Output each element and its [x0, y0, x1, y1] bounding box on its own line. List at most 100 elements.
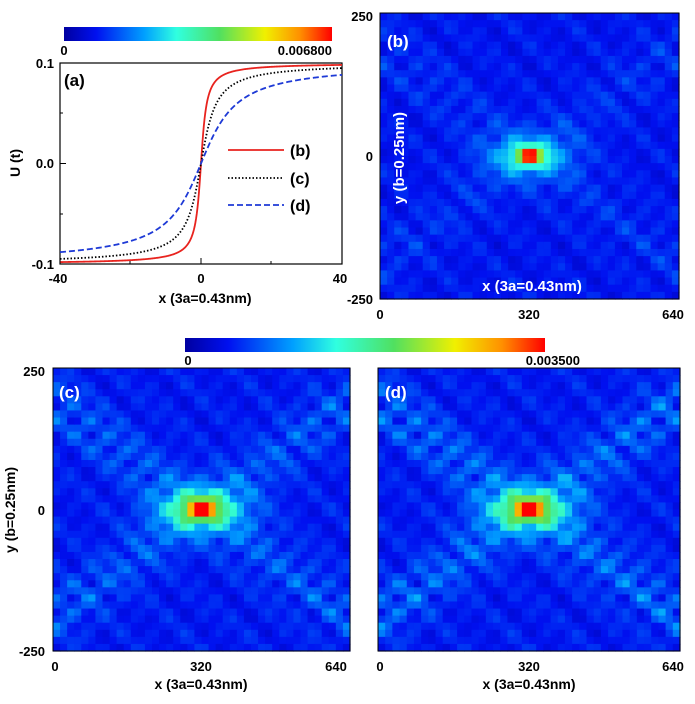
heatmap-b-cell [600, 220, 609, 229]
heatmap-b-cell [671, 177, 680, 186]
heatmap-c-cell [307, 587, 316, 595]
heatmap-b-cell [657, 120, 666, 128]
heatmap-d-cell [406, 495, 415, 504]
heatmap-c-cell [95, 594, 104, 603]
heatmap-b-cell [607, 34, 616, 43]
heatmap-c-cell [243, 509, 252, 518]
heatmap-d-cell [543, 509, 552, 518]
heatmap-d-cell [543, 559, 552, 567]
heatmap-b-cell [622, 220, 630, 229]
heatmap-d-cell [421, 417, 429, 426]
heatmap-c-cell [272, 566, 280, 574]
heatmap-d-cell [644, 375, 652, 383]
heatmap-d-cell [485, 445, 494, 454]
heatmap-d-cell [449, 438, 458, 447]
heatmap-c-cell [201, 516, 210, 525]
heatmap-b-cell [650, 41, 659, 50]
heatmap-c-cell [159, 502, 167, 511]
heatmap-d-cell [478, 368, 487, 376]
heatmap-c-cell [208, 368, 217, 376]
heatmap-d-cell [543, 495, 552, 504]
heatmap-c-cell [81, 601, 89, 610]
heatmap-b-cell [401, 105, 410, 114]
heatmap-d-cell [622, 452, 631, 461]
heatmap-b-cell [650, 206, 659, 214]
heatmap-d-cell [593, 481, 602, 489]
heatmap-d-cell [464, 502, 473, 511]
heatmap-d-cell [593, 573, 602, 581]
heatmap-c-cell [342, 368, 351, 376]
heatmap-b-cell [557, 48, 566, 57]
heatmap-b-cell [636, 184, 645, 193]
heatmap-c-cell [342, 622, 351, 631]
heatmap-c-cell [187, 389, 196, 397]
heatmap-c-cell [109, 389, 118, 397]
heatmap-d-cell [500, 396, 509, 404]
heatmap-d-cell [392, 608, 401, 617]
heatmap-b-cell [472, 156, 481, 164]
heatmap-d-cell [514, 410, 523, 419]
heatmap-d-cell [593, 495, 602, 504]
heatmap-c-cell [201, 417, 210, 426]
heatmap-d-cell [406, 368, 415, 376]
heatmap-d-cell [392, 573, 401, 581]
heatmap-c-cell [53, 580, 61, 588]
heatmap-c-cell [67, 467, 75, 475]
heatmap-c-cell [265, 608, 273, 617]
heatmap-c-cell [180, 403, 188, 412]
heatmap-c-cell [258, 368, 266, 376]
heatmap-c-cell [180, 629, 188, 638]
heatmap-d-cell [600, 502, 609, 511]
heatmap-b-cell [451, 141, 459, 150]
heatmap-d-cell [615, 502, 624, 511]
heatmap-c-cell [187, 417, 196, 426]
heatmap-b-cell [408, 248, 417, 257]
heatmap-d-cell [564, 410, 573, 419]
heatmap-b-cell [664, 98, 673, 107]
heatmap-b-cell [479, 227, 488, 236]
heatmap-c-cell [272, 424, 280, 433]
heatmap-d-cell [536, 495, 544, 504]
heatmap-b-cell [586, 191, 595, 200]
heatmap-c-cell [53, 537, 61, 546]
heatmap-c-cell [215, 481, 224, 489]
heatmap-b-cell [650, 141, 659, 150]
heatmap-b-cell [401, 70, 410, 78]
heatmap-d-cell [413, 368, 422, 376]
heatmap-d-cell [500, 559, 509, 567]
heatmap-d-cell [378, 580, 386, 588]
heatmap-c-cell [137, 368, 146, 376]
heatmap-b-cell [557, 177, 566, 186]
heatmap-b-cell [572, 20, 580, 28]
heatmap-d-cell [608, 459, 616, 468]
heatmap-b-cell [557, 91, 566, 100]
heatmap-b-cell [636, 284, 645, 293]
heatmap-d-cell [608, 580, 616, 588]
heatmap-b-cell [650, 98, 659, 107]
heatmap-d-cell [378, 629, 386, 638]
heatmap-c-cell [236, 488, 245, 496]
heatmap-c-cell [215, 629, 224, 638]
heatmap-c-cell [194, 629, 203, 638]
heatmap-c-cell [109, 417, 118, 426]
heatmap-b-cell [600, 241, 609, 250]
heatmap-c-cell [130, 467, 139, 475]
heatmap-c-cell [116, 580, 125, 588]
heatmap-b-cell [607, 284, 616, 293]
heatmap-b-cell [436, 248, 445, 257]
heatmap-c-cell [236, 544, 245, 553]
heatmap-b-cell [429, 284, 438, 293]
heatmap-c-cell [187, 396, 196, 404]
heatmap-c-cell [236, 530, 245, 539]
heatmap-b-cell [380, 291, 388, 300]
heatmap-c-cell [229, 467, 238, 475]
heatmap-b-cell [529, 177, 538, 186]
heatmap-b-cell [529, 48, 538, 57]
heatmap-b-cell [657, 141, 666, 150]
heatmap-b-cell [444, 184, 452, 193]
heatmap-c-cell [194, 481, 203, 489]
heatmap-c-cell [286, 502, 295, 511]
heatmap-c-cell [81, 368, 89, 376]
heatmap-d-cell [615, 389, 624, 397]
heatmap-b-cell [479, 141, 488, 150]
